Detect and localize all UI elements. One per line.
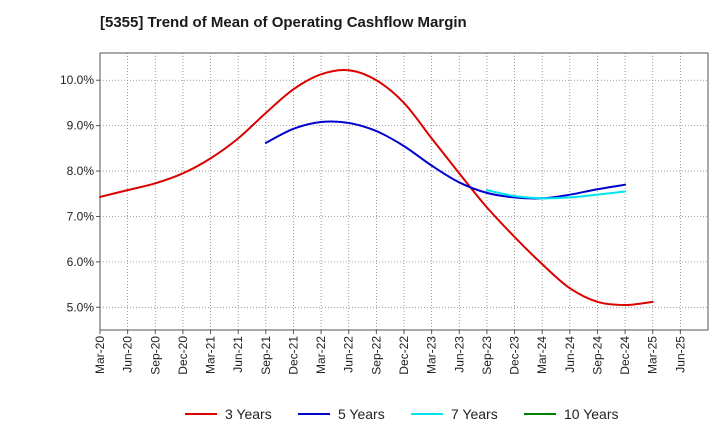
series [99,69,654,307]
x-tick-label: Sep-22 [369,336,383,375]
chart-title: [5355] Trend of Mean of Operating Cashfl… [100,14,467,31]
x-tick-label: Jun-24 [563,336,577,373]
x-tick-label: Jun-23 [452,336,466,373]
x-tick-label: Jun-21 [231,336,245,373]
x-tick-label: Dec-23 [508,336,522,375]
legend-label-5-years: 5 Years [338,406,385,422]
x-tick-label: Jun-22 [342,336,356,373]
series-line-7-years [485,189,627,200]
x-tick-label: Mar-25 [646,336,660,374]
grid [100,53,708,330]
y-tick-label: 6.0% [67,255,95,269]
y-axis: 5.0% 6.0% 7.0% 8.0% 9.0% 10.0% [60,73,100,314]
y-tick-label: 10.0% [60,73,94,87]
legend-label-3-years: 3 Years [225,406,272,422]
x-tick-label: Mar-23 [425,336,439,374]
x-tick-label: Mar-21 [204,336,218,374]
series-line-5-years [264,120,627,200]
x-tick-label: Mar-24 [535,336,549,374]
y-tick-label: 8.0% [67,164,95,178]
x-tick-label: Dec-21 [286,336,300,375]
y-tick-label: 9.0% [67,119,95,133]
x-tick-label: Sep-23 [480,336,494,375]
x-tick-label: Jun-25 [673,336,687,373]
y-tick-label: 7.0% [67,209,95,223]
x-tick-label: Sep-20 [148,336,162,375]
x-tick-label: Sep-21 [259,336,273,375]
y-tick-label: 5.0% [67,300,95,314]
legend: 3 Years 5 Years 7 Years 10 Years [185,406,619,422]
legend-label-10-years: 10 Years [564,406,619,422]
x-tick-label: Dec-20 [176,336,190,375]
x-tick-label: Sep-24 [590,336,604,375]
x-tick-label: Dec-22 [397,336,411,375]
series-line-3-years [99,69,654,307]
x-tick-label: Jun-20 [121,336,135,373]
x-axis: Mar-20 Jun-20 Sep-20 Dec-20 Mar-21 Jun-21 Sep-… [93,330,687,375]
x-tick-label: Dec-24 [618,336,632,375]
legend-label-7-years: 7 Years [451,406,498,422]
x-tick-label: Mar-22 [314,336,328,374]
x-tick-label: Mar-20 [93,336,107,374]
